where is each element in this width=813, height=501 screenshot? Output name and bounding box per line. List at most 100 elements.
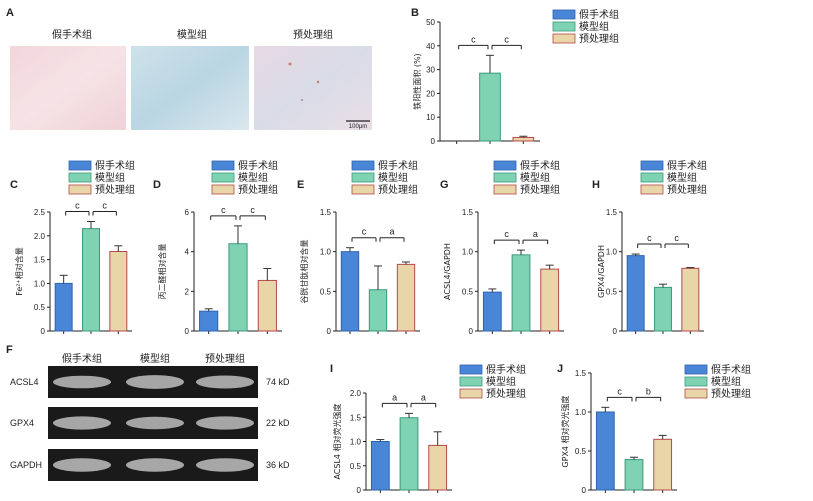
y-axis-label: ACSL4 相对荧光强度 xyxy=(332,403,342,479)
y-tick-label: 0 xyxy=(185,327,190,336)
bar-c-0 xyxy=(54,282,73,332)
bar-g-1 xyxy=(511,254,531,332)
sig-label: c xyxy=(617,386,622,396)
bar-i-0 xyxy=(370,441,390,491)
panel-label-h: H xyxy=(592,179,600,191)
legend-swatch xyxy=(493,184,517,195)
tissue-image-model xyxy=(131,46,249,130)
y-tick-label: 50 xyxy=(426,18,435,27)
legend-swatch xyxy=(684,364,708,375)
bar-e-1 xyxy=(368,289,388,332)
blot-band xyxy=(53,375,111,389)
blot-protein-label: ACSL4 xyxy=(10,377,39,387)
y-tick-label: 30 xyxy=(426,66,435,75)
legend-swatch xyxy=(68,160,92,171)
bar-b-2 xyxy=(512,136,535,142)
y-tick-label: 1.0 xyxy=(606,248,618,257)
y-tick-label: 1.5 xyxy=(575,369,587,378)
y-tick-label: 1.5 xyxy=(320,208,332,217)
bar-j-1 xyxy=(624,459,644,491)
y-tick-label: 1.0 xyxy=(462,248,474,257)
y-axis-label: Fe²⁺相对含量 xyxy=(14,247,24,296)
y-tick-label: 0 xyxy=(431,137,436,146)
legend-label: 预处理组 xyxy=(520,183,560,196)
legend-label: 预处理组 xyxy=(95,183,135,196)
sig-label: c xyxy=(362,227,367,237)
blot-group-pre: 预处理组 xyxy=(205,352,245,365)
tissue-label-model: 模型组 xyxy=(177,28,207,41)
sig-label: a xyxy=(389,227,394,237)
bar-j-2 xyxy=(653,438,673,491)
y-tick-label: 2 xyxy=(185,287,190,296)
legend-swatch xyxy=(493,160,517,171)
legend-swatch xyxy=(211,184,235,195)
y-axis-label: 谷胱甘肽相对含量 xyxy=(299,240,309,304)
legend-swatch xyxy=(552,21,576,32)
sig-label: c xyxy=(647,233,652,243)
y-tick-label: 1.5 xyxy=(34,256,46,265)
legend-label: 预处理组 xyxy=(667,183,707,196)
blot-band xyxy=(196,416,254,430)
legend-swatch xyxy=(351,172,375,183)
legend-swatch xyxy=(493,172,517,183)
legend-swatch xyxy=(459,364,483,375)
y-tick-label: 0 xyxy=(469,327,474,336)
legend-swatch xyxy=(459,376,483,387)
y-axis-label: ACSL4/GAPDH xyxy=(443,243,452,300)
y-tick-label: 40 xyxy=(426,42,435,51)
y-tick-label: 1.0 xyxy=(34,279,46,288)
legend-swatch xyxy=(552,9,576,20)
y-tick-label: 1.5 xyxy=(462,208,474,217)
panel-label-a: A xyxy=(6,7,14,19)
bar-e-0 xyxy=(340,251,360,332)
panel-label-i: I xyxy=(330,363,333,375)
y-tick-label: 1.0 xyxy=(350,438,362,447)
legend-label: 模型组 xyxy=(667,171,697,184)
legend-label: 模型组 xyxy=(95,171,125,184)
y-tick-label: 0 xyxy=(41,327,46,336)
legend-label: 假手术组 xyxy=(667,159,707,172)
bar-j-0 xyxy=(595,411,615,491)
bar-h-2 xyxy=(681,267,700,332)
legend-label: 假手术组 xyxy=(95,159,135,172)
y-tick-label: 6 xyxy=(185,208,190,217)
legend-swatch xyxy=(459,388,483,399)
bar-i-2 xyxy=(428,444,448,491)
y-tick-label: 0.5 xyxy=(462,287,474,296)
y-tick-label: 10 xyxy=(426,113,435,122)
sig-label: c xyxy=(75,201,80,211)
panel-label-b: B xyxy=(411,7,419,19)
bar-d-2 xyxy=(257,279,277,332)
blot-protein-label: GAPDH xyxy=(10,460,42,470)
legend-swatch xyxy=(640,184,664,195)
bar-h-1 xyxy=(654,286,672,332)
iron-spot xyxy=(301,99,303,101)
legend-label: 假手术组 xyxy=(238,159,278,172)
legend-swatch xyxy=(68,184,92,195)
legend-label: 假手术组 xyxy=(486,363,526,376)
sig-label: c xyxy=(674,233,679,243)
y-axis-label: 丙二醛相对含量 xyxy=(157,244,167,300)
iron-spot xyxy=(288,62,292,66)
sig-label: c xyxy=(102,201,107,211)
y-tick-label: 0 xyxy=(327,327,332,336)
blot-band xyxy=(126,375,184,389)
blot-group-sham: 假手术组 xyxy=(62,352,102,365)
blot-band xyxy=(196,458,254,472)
legend-swatch xyxy=(211,160,235,171)
blot-band xyxy=(126,458,184,472)
legend-label: 假手术组 xyxy=(378,159,418,172)
blot-band xyxy=(53,416,111,430)
y-axis-label: GPX4/GAPDH xyxy=(597,245,606,298)
legend-label: 假手术组 xyxy=(579,8,619,21)
sig-label: c xyxy=(250,205,255,215)
legend-label: 模型组 xyxy=(378,171,408,184)
y-tick-label: 2.0 xyxy=(34,232,46,241)
legend-label: 预处理组 xyxy=(238,183,278,196)
